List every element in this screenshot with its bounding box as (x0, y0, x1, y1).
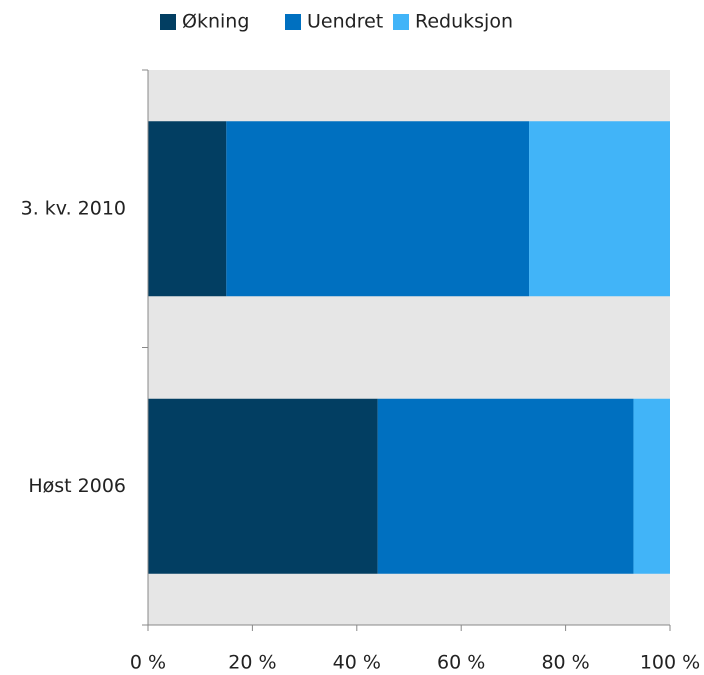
bar-segment (148, 398, 378, 574)
legend-swatch (160, 14, 176, 30)
legend-label: Uendret (307, 11, 383, 33)
bar-segment (529, 121, 670, 297)
x-tick-label: 80 % (541, 652, 589, 674)
x-tick-label: 0 % (130, 652, 166, 674)
bar-segment (633, 398, 670, 574)
legend-swatch (285, 14, 301, 30)
bar-segment (377, 398, 634, 574)
legend-label: Økning (182, 11, 249, 33)
x-tick-label: 40 % (333, 652, 381, 674)
y-tick-label: Høst 2006 (28, 475, 126, 497)
legend-label: Reduksjon (415, 11, 513, 33)
legend-swatch (393, 14, 409, 30)
bar-segment (226, 121, 530, 297)
x-tick-label: 60 % (437, 652, 485, 674)
y-tick-label: 3. kv. 2010 (21, 197, 126, 219)
bar-segment (148, 121, 227, 297)
x-tick-label: 100 % (640, 652, 700, 674)
x-tick-label: 20 % (228, 652, 276, 674)
